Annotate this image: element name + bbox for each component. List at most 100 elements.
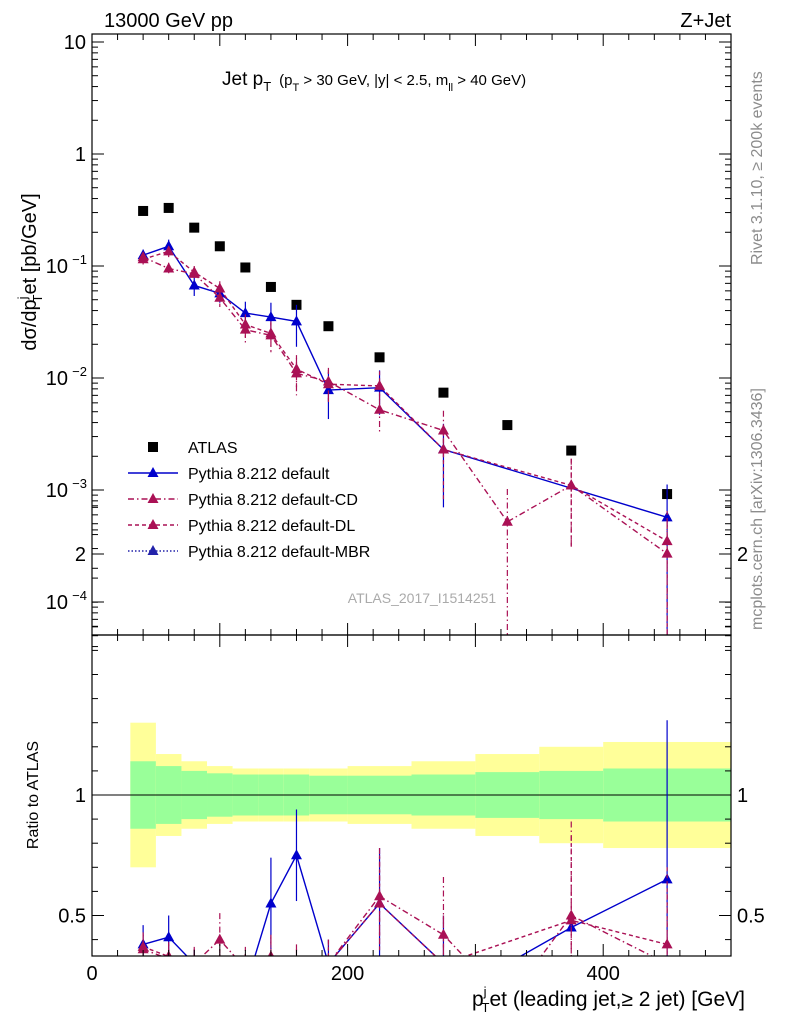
ratio-y-tick-label-right: 2 [737, 544, 748, 566]
atlas-point [163, 202, 174, 213]
series-pythia-8-212-default-dl [137, 245, 673, 635]
ratio-y-tick-label: 0.5 [58, 906, 86, 928]
y-tick-label: 10 [46, 368, 68, 390]
atlas-point [265, 281, 276, 292]
legend-label: Pythia 8.212 default-CD [188, 492, 358, 509]
x-tick-label: 200 [331, 963, 364, 985]
legend-item: Pythia 8.212 default-DL [128, 518, 355, 535]
atlas-point [189, 222, 200, 233]
mc-point [374, 379, 386, 390]
mc-point [322, 384, 334, 395]
ratio-line [142, 902, 668, 956]
y-tick-exponent: −4 [72, 588, 87, 603]
y-tick-label: 10 [46, 480, 68, 502]
legend-label: Pythia 8.212 default-MBR [188, 544, 370, 561]
mc-point [214, 282, 226, 293]
ratio-y-tick-label: 2 [75, 544, 86, 566]
mc-point [661, 511, 673, 522]
rivet-label: Rivet 3.1.10, ≥ 200k events [749, 71, 766, 265]
mc-point [565, 479, 577, 490]
mc-point [437, 424, 449, 435]
mc-point [188, 266, 200, 277]
ratio-point [438, 958, 449, 968]
atlas-point [214, 241, 225, 252]
atlas-point [374, 352, 385, 363]
ratio-series-pythia-8-212-default-dl [137, 835, 673, 973]
mc-point [374, 403, 386, 414]
mc-point [163, 262, 175, 273]
plot-title: Jet pT (pT > 30 GeV, |y| < 2.5, mll > 40 … [222, 69, 526, 94]
legend-square [148, 442, 158, 452]
legend-item: Pythia 8.212 default-CD [128, 492, 358, 509]
legend-marker [147, 467, 159, 477]
ratio-point [374, 890, 386, 901]
atlas-point [502, 420, 513, 431]
ratio-y-tick-label: 1 [75, 785, 86, 807]
y-tick-label: 10 [46, 256, 68, 278]
ratio-point [291, 963, 302, 973]
ratio-point [662, 958, 673, 968]
ratio-uncertainty-band [92, 722, 731, 868]
mc-point [661, 535, 673, 546]
legend: ATLAS Pythia 8.212 default Pythia 8.212 de… [128, 440, 370, 561]
mc-point [239, 307, 251, 318]
ratio-point [214, 963, 225, 973]
y-tick-exponent: −3 [72, 476, 87, 491]
x-tick-label: 400 [587, 963, 620, 985]
main-panel [137, 202, 673, 635]
atlas-point [138, 205, 149, 216]
ratio-point [290, 849, 302, 860]
ratio-point [661, 873, 673, 884]
y-tick-exponent: −1 [72, 252, 87, 267]
ratio-point [565, 921, 577, 932]
legend-marker [147, 519, 159, 529]
atlas-point [438, 387, 449, 398]
atlas-point [566, 445, 577, 456]
mc-point [265, 327, 277, 338]
ratio-point [437, 928, 449, 939]
header-process: Z+Jet [680, 10, 731, 32]
mc-point [163, 240, 175, 251]
legend-label: ATLAS [188, 440, 238, 457]
mc-point [137, 253, 149, 264]
legend-marker [147, 545, 159, 555]
mc-point [290, 363, 302, 374]
ratio-point [189, 958, 200, 968]
ratio-point [265, 897, 277, 908]
legend-item: Pythia 8.212 default [128, 466, 330, 483]
legend-item: Pythia 8.212 default-MBR [128, 544, 370, 561]
mc-point [661, 547, 673, 558]
ratio-point [438, 958, 449, 968]
legend-label: Pythia 8.212 default [188, 466, 330, 483]
mc-point [322, 378, 334, 389]
atlas-point [240, 262, 251, 273]
mc-point [188, 279, 200, 290]
ratio-point [502, 958, 513, 968]
ratio-point [163, 931, 175, 942]
legend-item: ATLAS [148, 440, 238, 457]
ratio-point [374, 897, 386, 908]
mc-point [501, 515, 513, 526]
y-tick-exponent: −2 [72, 364, 87, 379]
analysis-watermark: ATLAS_2017_I1514251 [348, 590, 497, 606]
ratio-y-tick-label-right: 0.5 [737, 906, 765, 928]
ratio-point [240, 958, 251, 968]
x-tick-label: 0 [86, 963, 97, 985]
atlas-point [323, 321, 334, 332]
x-axis-label: pj Tet (leading jet,≥ 2 jet) [GeV] [472, 984, 745, 1015]
mc-point [265, 311, 277, 322]
ratio-point [661, 938, 673, 949]
mc-point [239, 318, 251, 329]
ratio-point [240, 963, 251, 973]
ratio-line [142, 895, 654, 956]
header-energy: 13000 GeV pp [104, 10, 233, 32]
ratio-point [240, 982, 251, 992]
main-y-label: dσ/dpjTet [pb/GeV] [15, 193, 45, 350]
y-tick-label: 1 [75, 144, 86, 166]
mc-point [437, 443, 449, 454]
ratio-point [137, 940, 149, 951]
ratio-y-label: Ratio to ATLAS [25, 741, 42, 849]
mcplots-label: mcplots.cern.ch [arXiv:1306.3436] [749, 388, 766, 630]
legend-marker [147, 493, 159, 503]
